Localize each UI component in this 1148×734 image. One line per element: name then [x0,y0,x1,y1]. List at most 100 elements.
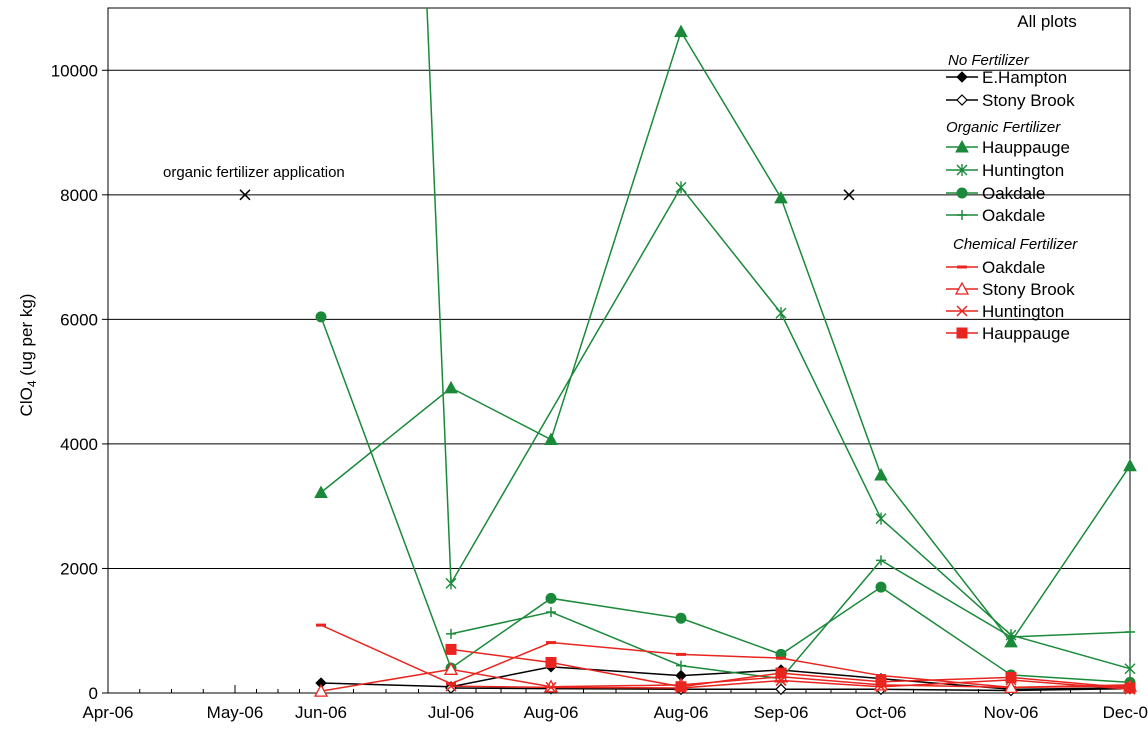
legend-label: Oakdale [982,258,1045,277]
legend-group-organic-fertilizer: Organic Fertilizer [946,119,1061,136]
data-point [675,681,687,693]
data-point [1005,671,1017,683]
data-point [875,676,887,688]
legend-entry: Hauppauge [946,324,1070,343]
data-point [775,683,787,696]
legend-label: E.Hampton [982,68,1067,87]
legend-entry: Oakdale [946,258,1045,277]
data-point [875,581,887,593]
data-point [444,380,458,394]
data-point [545,656,557,668]
x-tick-label: Oct-06 [855,703,906,722]
series-line-outlier [426,7,452,584]
series-line [320,624,1131,689]
y-tick-label: 8000 [60,186,98,205]
legend-swatch-marker [956,327,968,339]
x-tick-label: Apr-06 [82,703,133,722]
legend-title: All plots [1017,12,1077,31]
x-tick-label: Nov-06 [984,703,1039,722]
series-lines [313,7,1138,697]
data-point [775,667,787,679]
legend-label: Stony Brook [982,280,1075,299]
y-tick-label: 10000 [51,61,98,80]
series-organic-fertilizer-oakdale [315,311,1136,688]
legend-label: Oakdale [982,206,1045,225]
legend-label: Stony Brook [982,91,1075,110]
data-point [544,432,558,446]
legend-swatch-marker [954,281,970,295]
data-point [875,512,887,525]
legend-label: Hauppauge [982,138,1070,157]
data-point [1006,631,1016,642]
legend-entry: Huntington [946,302,1064,321]
data-point [1124,662,1136,675]
x-tick-label: Jul-06 [428,703,474,722]
plot-frame [107,7,1131,694]
data-point [443,661,459,675]
legend-entry: Stony Brook [946,91,1075,110]
series-organic-fertilizer-huntington [445,181,1136,675]
data-point [876,555,886,566]
legend: All plots No Fertilizer Organic Fertiliz… [946,12,1078,343]
data-point [315,311,327,323]
data-point [874,468,888,481]
annotation-label: organic fertilizer application [163,164,345,181]
data-point [774,190,788,204]
legend-label: Huntington [982,302,1064,321]
legend-swatch-marker [957,210,967,220]
legend-entry: E.Hampton [946,68,1067,87]
data-point [314,485,328,498]
series-line [320,316,1131,684]
legend-entry: Hauppauge [946,138,1070,157]
series-line [450,186,1131,670]
legend-group-chemical-fertilizer: Chemical Fertilizer [953,236,1078,253]
legend-group-no-fertilizer: No Fertilizer [948,52,1030,69]
legend-label: Hauppauge [982,324,1070,343]
data-point [674,24,688,38]
series-line [320,29,1131,644]
data-point [676,660,686,671]
data-point [1003,680,1019,694]
x-tick-label: Dec-06 [1103,703,1148,722]
legend-swatch-marker [956,305,968,317]
x-tick-label: Aug-06 [524,703,579,722]
annotations: organic fertilizer application [163,164,855,201]
legend-swatch-marker [956,187,968,199]
annotation-marker [239,189,251,201]
data-point [1124,682,1136,694]
y-axis-label: ClO4 (ug per kg) [17,294,39,417]
data-point [1123,458,1137,472]
legend-swatch-marker [955,139,969,153]
x-tick-label: Jun-06 [295,703,347,722]
x-tick-label: Aug-06 [654,703,709,722]
legend-entry: Oakdale [946,206,1045,225]
legend-swatch-marker [956,71,968,83]
data-point [445,577,457,590]
data-point [546,607,556,618]
data-point [675,612,687,624]
data-point [1125,626,1135,637]
data-point [775,307,787,320]
data-point [545,681,557,693]
x-tick-label: Sep-06 [754,703,809,722]
y-tick-label: 2000 [60,559,98,578]
annotation-marker [843,189,855,201]
legend-entry: Stony Brook [946,280,1075,299]
y-axis-title: ClO4 (ug per kg) [17,294,39,417]
data-point [543,679,559,693]
y-tick-label: 6000 [60,310,98,329]
series-chemical-fertilizer-hauppauge [445,643,1136,694]
data-point [675,181,687,194]
data-point [445,643,457,655]
y-tick-label: 4000 [60,435,98,454]
data-point [313,683,329,697]
data-point [445,680,457,692]
x-tick-label: May-06 [207,703,264,722]
gridlines [108,69,1130,569]
y-tick-label: 0 [89,684,98,703]
legend-label: Oakdale [982,184,1045,203]
legend-entry: Oakdale [946,184,1045,203]
axes: 0 2000 4000 6000 8000 10000 Apr-06 May-06 Jun-06… [51,7,1148,722]
